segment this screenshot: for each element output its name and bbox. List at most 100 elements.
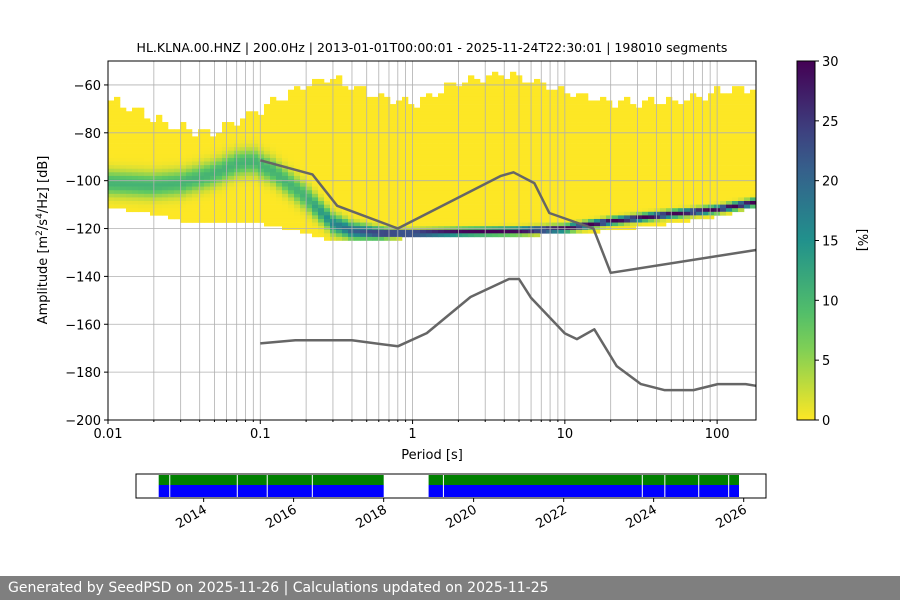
heatmap-cell bbox=[288, 183, 295, 187]
heatmap-cell bbox=[306, 197, 313, 202]
heatmap-cell bbox=[318, 96, 325, 101]
heatmap-cell bbox=[678, 147, 685, 152]
heatmap-cell bbox=[180, 208, 187, 213]
heatmap-cell bbox=[108, 161, 115, 166]
heatmap-cell bbox=[606, 208, 613, 213]
heatmap-cell bbox=[294, 157, 301, 162]
heatmap-cell bbox=[144, 190, 151, 195]
heatmap-cell bbox=[348, 204, 355, 209]
heatmap-cell bbox=[126, 197, 133, 202]
heatmap-cell bbox=[738, 118, 745, 123]
heatmap-cell bbox=[642, 179, 649, 184]
heatmap-cell bbox=[300, 175, 307, 180]
heatmap-cell bbox=[282, 172, 289, 177]
heatmap-cell bbox=[612, 165, 619, 169]
heatmap-cell bbox=[744, 107, 751, 112]
heatmap-cell bbox=[264, 147, 271, 152]
heatmap-cell bbox=[492, 183, 499, 187]
heatmap-cell bbox=[510, 211, 517, 216]
heatmap-cell bbox=[318, 190, 325, 195]
heatmap-cell bbox=[558, 136, 565, 141]
heatmap-cell bbox=[498, 233, 505, 238]
heatmap-cell bbox=[276, 218, 283, 223]
heatmap-cell bbox=[198, 150, 205, 155]
heatmap-cell bbox=[438, 147, 445, 152]
heatmap-cell bbox=[654, 175, 661, 180]
heatmap-cell bbox=[618, 183, 625, 187]
heatmap-cell bbox=[186, 165, 193, 169]
heatmap-cell bbox=[738, 197, 745, 202]
heatmap-cell bbox=[624, 165, 631, 169]
heatmap-cell bbox=[726, 172, 733, 177]
heatmap-cell bbox=[300, 211, 307, 216]
heatmap-cell bbox=[450, 193, 457, 198]
heatmap-cell bbox=[552, 229, 559, 234]
heatmap-cell bbox=[408, 154, 415, 159]
heatmap-cell bbox=[336, 154, 343, 159]
heatmap-cell bbox=[288, 147, 295, 152]
heatmap-cell bbox=[396, 215, 403, 220]
heatmap-cell bbox=[360, 215, 367, 220]
heatmap-cell bbox=[612, 215, 619, 220]
heatmap-cell bbox=[186, 129, 193, 134]
heatmap-cell bbox=[360, 111, 367, 116]
heatmap-cell bbox=[348, 136, 355, 141]
heatmap-cell bbox=[600, 201, 607, 205]
heatmap-cell bbox=[732, 89, 739, 94]
heatmap-cell bbox=[294, 132, 301, 137]
heatmap-cell bbox=[660, 186, 667, 191]
heatmap-cell bbox=[594, 222, 601, 227]
heatmap-cell bbox=[486, 139, 493, 144]
heatmap-cell bbox=[378, 154, 385, 159]
heatmap-cell bbox=[264, 175, 271, 180]
heatmap-cell bbox=[246, 122, 253, 126]
heatmap-cell bbox=[564, 208, 571, 213]
heatmap-cell bbox=[366, 179, 373, 184]
heatmap-cell bbox=[150, 147, 157, 152]
heatmap-cell bbox=[510, 193, 517, 198]
heatmap-cell bbox=[420, 147, 427, 152]
heatmap-cell bbox=[156, 154, 163, 159]
heatmap-cell bbox=[606, 218, 613, 223]
heatmap-cell bbox=[288, 186, 295, 191]
heatmap-cell bbox=[582, 197, 589, 202]
heatmap-cell bbox=[264, 179, 271, 184]
heatmap-cell bbox=[138, 107, 145, 112]
heatmap-cell bbox=[564, 111, 571, 116]
heatmap-cell bbox=[504, 107, 511, 112]
heatmap-cell bbox=[708, 143, 715, 148]
heatmap-cell bbox=[120, 161, 127, 166]
heatmap-cell bbox=[546, 132, 553, 137]
heatmap-cell bbox=[732, 125, 739, 130]
heatmap-cell bbox=[420, 208, 427, 213]
heatmap-cell bbox=[738, 136, 745, 141]
heatmap-cell bbox=[534, 100, 541, 105]
heatmap-cell bbox=[252, 190, 259, 195]
heatmap-cell bbox=[630, 150, 637, 155]
heatmap-cell bbox=[132, 208, 139, 213]
heatmap-cell bbox=[378, 161, 385, 166]
heatmap-cell bbox=[654, 193, 661, 198]
heatmap-cell bbox=[126, 125, 133, 130]
heatmap-cell bbox=[720, 129, 727, 134]
heatmap-cell bbox=[522, 122, 529, 126]
heatmap-cell bbox=[342, 143, 349, 148]
colorbar-label: [%] bbox=[854, 229, 869, 252]
heatmap-cell bbox=[480, 190, 487, 195]
heatmap-cell bbox=[108, 104, 115, 108]
heatmap-cell bbox=[720, 150, 727, 155]
heatmap-cell bbox=[120, 165, 127, 169]
heatmap-cell bbox=[264, 132, 271, 137]
heatmap-cell bbox=[384, 233, 391, 238]
heatmap-cell bbox=[450, 89, 457, 94]
heatmap-cell bbox=[294, 201, 301, 205]
heatmap-cell bbox=[288, 157, 295, 162]
heatmap-cell bbox=[636, 168, 643, 173]
heatmap-cell bbox=[414, 201, 421, 205]
heatmap-cell bbox=[240, 168, 247, 173]
heatmap-cell bbox=[378, 183, 385, 187]
heatmap-cell bbox=[408, 193, 415, 198]
heatmap-cell bbox=[336, 179, 343, 184]
heatmap-cell bbox=[504, 100, 511, 105]
heatmap-cell bbox=[738, 183, 745, 187]
